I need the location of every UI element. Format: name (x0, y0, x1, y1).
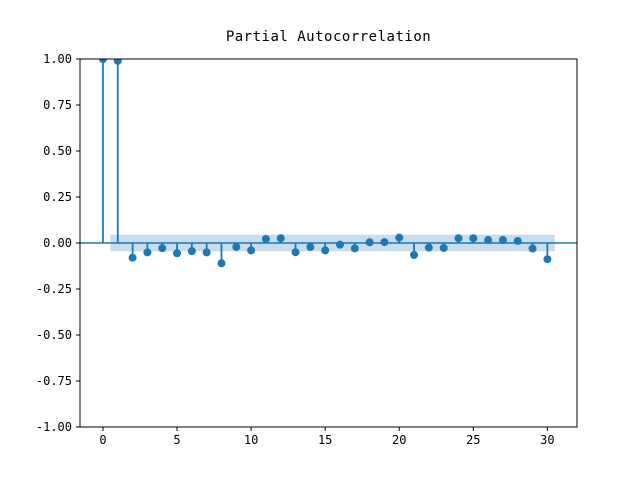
stem-marker (365, 238, 374, 247)
stem-marker (424, 243, 433, 252)
stem-marker (217, 259, 226, 268)
stem-marker (291, 248, 300, 257)
x-tick-label: 25 (466, 433, 480, 447)
x-tick-label: 15 (318, 433, 332, 447)
stem-marker (202, 248, 211, 257)
y-tick-label: -0.50 (36, 328, 72, 342)
y-tick-label: 0.25 (43, 190, 72, 204)
stem-marker (380, 238, 389, 247)
stem-marker (350, 244, 359, 253)
x-tick-label: 5 (173, 433, 180, 447)
stem-marker (513, 236, 522, 245)
stem-marker (454, 234, 463, 243)
y-tick-label: 0.00 (43, 236, 72, 250)
stem-marker (128, 253, 137, 262)
stem-marker (276, 234, 285, 243)
chart-title: Partial Autocorrelation (225, 29, 432, 45)
stem-marker (469, 234, 478, 243)
stem-marker (484, 236, 493, 245)
y-tick-label: 0.50 (43, 144, 72, 158)
stem-marker (306, 243, 315, 252)
y-tick-label: -0.75 (36, 374, 72, 388)
stem-marker (439, 243, 448, 252)
stem-marker (232, 243, 241, 252)
stem-marker (173, 249, 182, 258)
stem-marker (395, 233, 404, 242)
stem-marker (113, 59, 122, 65)
x-tick-label: 20 (392, 433, 406, 447)
stem-marker (528, 244, 537, 253)
x-tick-label: 10 (244, 433, 258, 447)
x-tick-label: 30 (540, 433, 554, 447)
y-tick-label: -0.25 (36, 282, 72, 296)
stem-marker (498, 236, 507, 245)
y-tick-label: -1.00 (36, 420, 72, 434)
stem-marker (247, 246, 256, 255)
stem-marker (158, 244, 167, 253)
stem-marker (335, 240, 344, 249)
stem-marker (410, 250, 419, 259)
stem-marker (98, 59, 107, 63)
x-tick-label: 0 (99, 433, 106, 447)
stem-marker (261, 234, 270, 243)
stem-marker (187, 247, 196, 256)
y-tick-label: 1.00 (43, 52, 72, 66)
stem-marker (543, 255, 552, 264)
y-tick-label: 0.75 (43, 98, 72, 112)
stem-marker (321, 246, 330, 255)
stem-marker (143, 248, 152, 257)
